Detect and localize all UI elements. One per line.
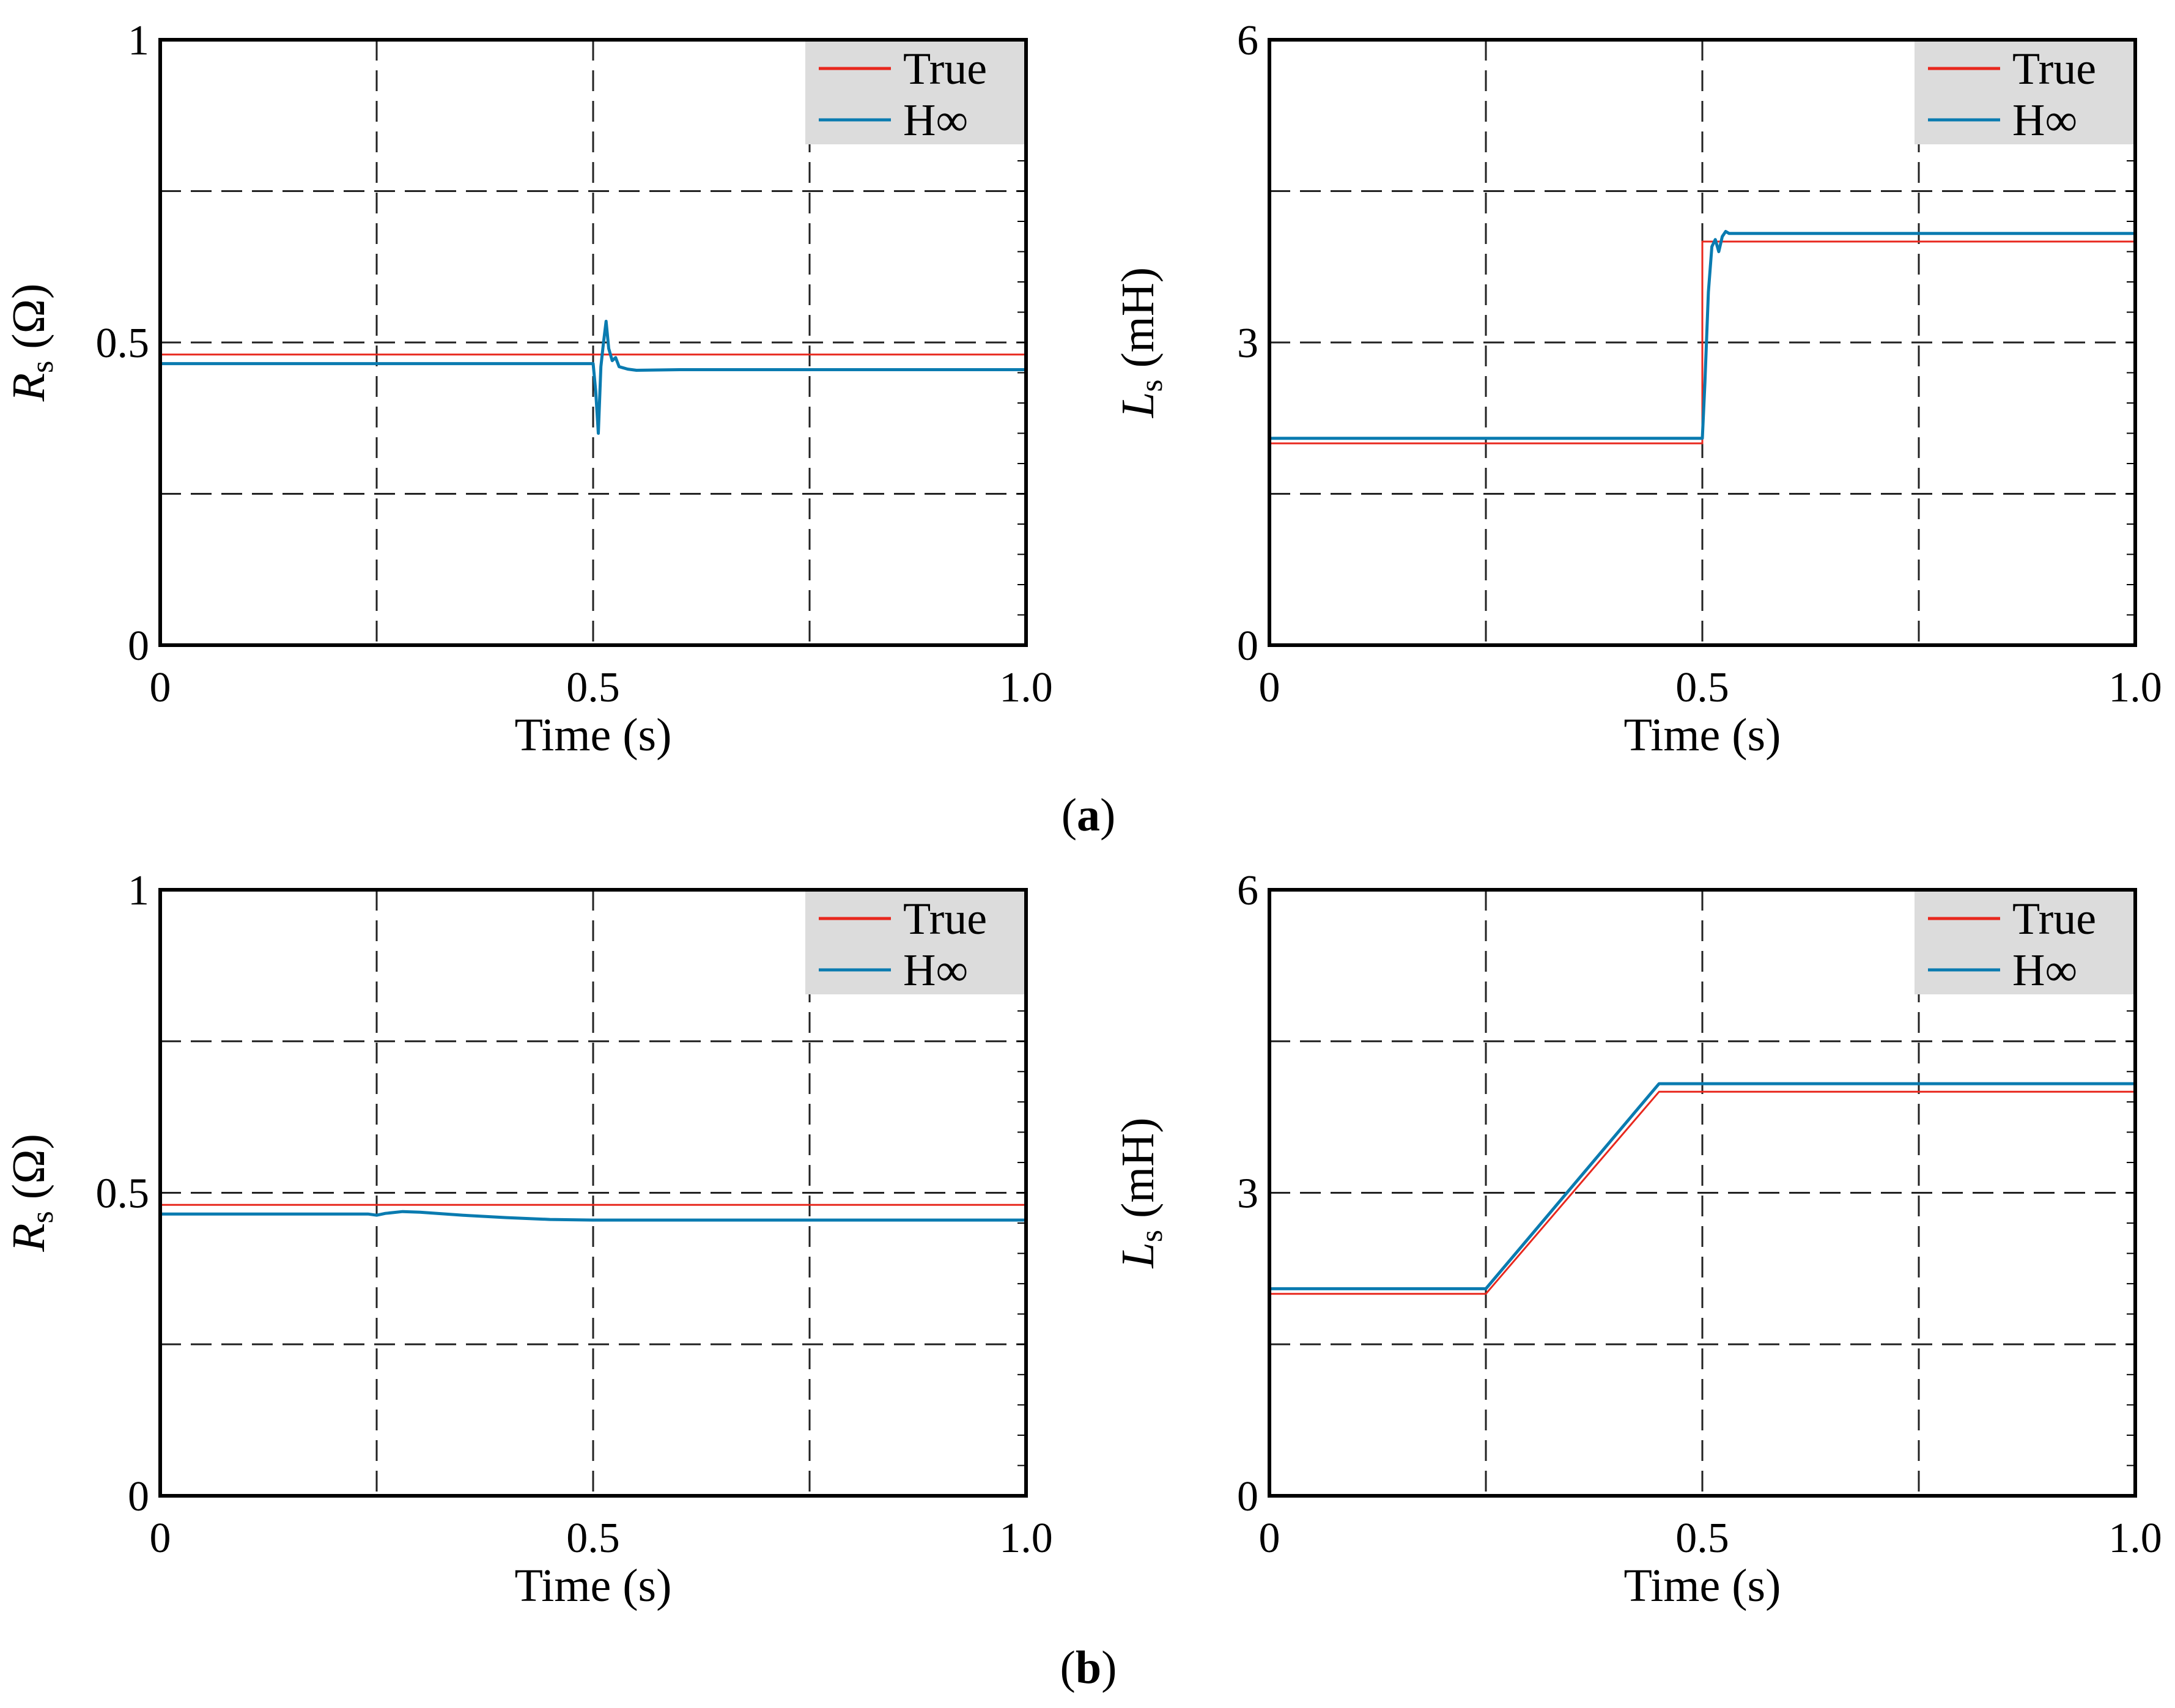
x-axis-title: Time (s) (1624, 1560, 1781, 1611)
x-tick-label: 0.5 (566, 1515, 620, 1562)
y-axis-title: Ls (mH) (1112, 267, 1169, 418)
legend-box (805, 42, 1024, 144)
y-axis-unit: (Ω) (3, 284, 54, 361)
legend-label-hinf: H∞ (903, 95, 968, 146)
y-tick-label: 3 (1237, 1170, 1258, 1218)
legend-box (1915, 42, 2133, 144)
legend-label-hinf: H∞ (2012, 945, 2077, 996)
y-axis-title: Ls (mH) (1112, 1117, 1169, 1268)
series-hinf-line (1269, 1082, 2135, 1290)
y-axis-title: Rs (Ω) (3, 1134, 60, 1252)
caption-a-label: a (1077, 789, 1100, 841)
caption-a-close: ) (1100, 789, 1115, 841)
x-tick-label: 0 (150, 664, 171, 711)
y-tick-label: 0 (128, 1473, 149, 1520)
y-tick-label: 6 (1237, 17, 1258, 64)
caption-b-close: ) (1101, 1642, 1117, 1693)
x-tick-label: 1.0 (999, 664, 1053, 711)
x-tick-label: 0.5 (1675, 1515, 1729, 1562)
y-tick-label: 0.5 (96, 320, 150, 367)
y-axis-unit: (mH) (1112, 1117, 1164, 1230)
legend-label-hinf: H∞ (903, 945, 968, 996)
x-axis-title: Time (s) (1624, 709, 1781, 761)
series-hinf-line (160, 319, 1026, 435)
caption-b-open: ( (1060, 1642, 1076, 1693)
caption-b-label: b (1076, 1642, 1101, 1693)
x-tick-label: 1.0 (2108, 664, 2162, 711)
x-tick-label: 0 (1259, 664, 1280, 711)
x-axis-title: Time (s) (515, 709, 672, 761)
y-axis-symbol: L (1112, 392, 1164, 418)
x-tick-label: 1.0 (2108, 1515, 2162, 1562)
series-hinf-line (160, 1210, 1026, 1222)
x-tick-label: 1.0 (999, 1515, 1053, 1562)
legend-label-hinf: H∞ (2012, 95, 2077, 146)
series-true-line (1269, 240, 2135, 445)
x-axis-title: Time (s) (515, 1560, 672, 1611)
y-tick-label: 0 (128, 623, 149, 670)
y-axis-subscript: s (25, 1211, 60, 1223)
y-axis-subscript: s (25, 361, 60, 373)
y-axis-unit: (Ω) (3, 1134, 54, 1211)
x-tick-label: 0.5 (1675, 664, 1729, 711)
legend-box (1915, 892, 2133, 994)
y-axis-symbol: R (3, 1223, 54, 1252)
y-axis-subscript: s (1134, 1230, 1169, 1242)
x-tick-label: 0.5 (566, 664, 620, 711)
y-tick-label: 0 (1237, 623, 1258, 670)
y-axis-title: Rs (Ω) (3, 284, 60, 402)
y-tick-label: 1 (128, 17, 149, 64)
legend-box (805, 892, 1024, 994)
caption-a-open: ( (1062, 789, 1077, 841)
caption-a: (a) (1062, 789, 1116, 841)
y-tick-label: 1 (128, 867, 149, 914)
plot-frame (158, 888, 1028, 1498)
caption-b: (b) (1060, 1642, 1117, 1693)
legend-label-true: True (2012, 894, 2096, 944)
plot-frame (158, 38, 1028, 647)
y-axis-subscript: s (1134, 380, 1169, 392)
plot-frame (1268, 38, 2137, 647)
legend-label-true: True (903, 894, 987, 944)
y-axis-unit: (mH) (1112, 267, 1164, 380)
y-axis-symbol: L (1112, 1242, 1164, 1268)
series-true-line (1269, 1090, 2135, 1295)
legend-label-true: True (2012, 44, 2096, 94)
y-tick-label: 0.5 (96, 1170, 150, 1218)
y-tick-label: 0 (1237, 1473, 1258, 1520)
x-tick-label: 0 (1259, 1515, 1280, 1562)
x-tick-label: 0 (150, 1515, 171, 1562)
series-hinf-line (1269, 230, 2135, 440)
y-axis-symbol: R (3, 373, 54, 402)
legend-label-true: True (903, 44, 987, 94)
y-tick-label: 3 (1237, 320, 1258, 367)
y-tick-label: 6 (1237, 867, 1258, 914)
plot-frame (1268, 888, 2137, 1498)
